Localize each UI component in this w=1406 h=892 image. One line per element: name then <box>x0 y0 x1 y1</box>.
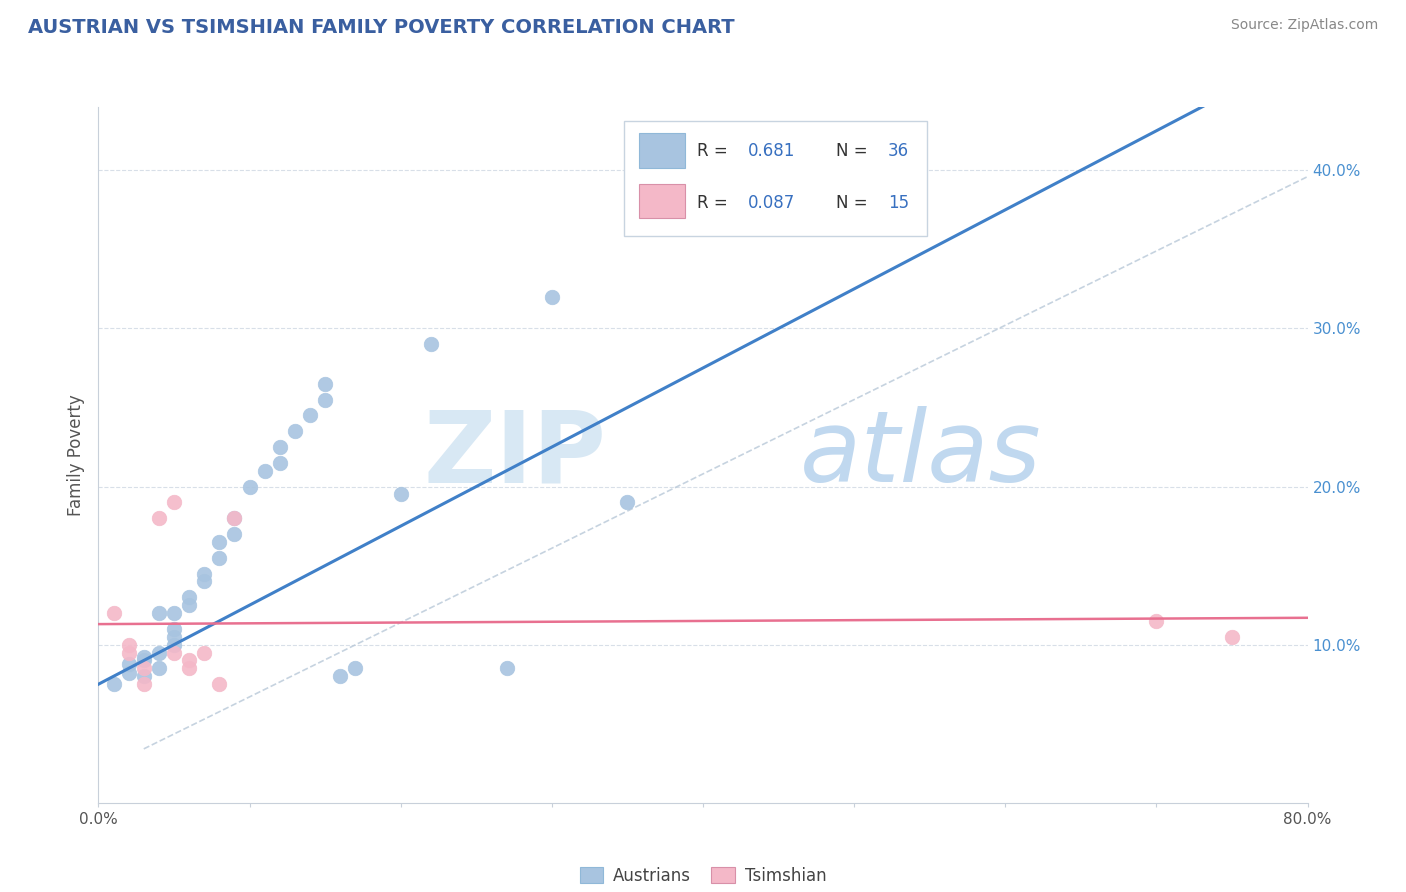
Point <box>103 606 125 620</box>
Text: Source: ZipAtlas.com: Source: ZipAtlas.com <box>1230 18 1378 32</box>
Text: 0.681: 0.681 <box>748 142 796 160</box>
Point <box>269 440 291 454</box>
Point <box>148 606 170 620</box>
FancyBboxPatch shape <box>624 121 927 235</box>
Point <box>540 290 562 304</box>
Text: ZIP: ZIP <box>423 407 606 503</box>
Point <box>163 622 186 636</box>
Point <box>284 424 307 438</box>
Point <box>1144 614 1167 628</box>
Point <box>224 511 246 525</box>
Text: 0.087: 0.087 <box>748 194 794 212</box>
Point <box>179 598 201 612</box>
Point <box>132 653 155 667</box>
Point <box>239 479 262 493</box>
Point <box>314 392 336 407</box>
Point <box>253 464 276 478</box>
Point <box>132 677 155 691</box>
Point <box>329 669 352 683</box>
Point <box>163 646 186 660</box>
Text: R =: R = <box>697 194 733 212</box>
Point <box>193 646 215 660</box>
Point <box>163 606 186 620</box>
Text: R =: R = <box>697 142 733 160</box>
Point <box>148 511 170 525</box>
Point <box>132 669 155 683</box>
Legend: Austrians, Tsimshian: Austrians, Tsimshian <box>579 867 827 885</box>
Point <box>420 337 443 351</box>
Point <box>179 591 201 605</box>
Point <box>193 574 215 589</box>
Point <box>495 661 517 675</box>
Y-axis label: Family Poverty: Family Poverty <box>67 394 86 516</box>
Point <box>163 630 186 644</box>
Text: AUSTRIAN VS TSIMSHIAN FAMILY POVERTY CORRELATION CHART: AUSTRIAN VS TSIMSHIAN FAMILY POVERTY COR… <box>28 18 735 37</box>
Point <box>314 376 336 391</box>
Point <box>118 666 141 681</box>
Point <box>179 653 201 667</box>
FancyBboxPatch shape <box>638 134 685 169</box>
Text: 15: 15 <box>889 194 910 212</box>
Point <box>193 566 215 581</box>
Point <box>118 638 141 652</box>
Point <box>103 677 125 691</box>
Point <box>208 550 231 565</box>
Point <box>224 511 246 525</box>
Point <box>148 661 170 675</box>
Point <box>344 661 367 675</box>
Point <box>179 661 201 675</box>
Point <box>132 661 155 675</box>
Point <box>118 657 141 671</box>
Point <box>389 487 412 501</box>
Text: N =: N = <box>837 142 873 160</box>
Point <box>132 650 155 665</box>
Point <box>163 638 186 652</box>
Point <box>299 409 322 423</box>
Point <box>208 534 231 549</box>
Point <box>208 677 231 691</box>
Text: atlas: atlas <box>800 407 1042 503</box>
Text: 36: 36 <box>889 142 910 160</box>
Point <box>269 456 291 470</box>
Point <box>616 495 638 509</box>
Point <box>224 527 246 541</box>
Text: N =: N = <box>837 194 873 212</box>
Point <box>118 646 141 660</box>
Point <box>1220 630 1243 644</box>
FancyBboxPatch shape <box>638 184 685 219</box>
Point <box>163 495 186 509</box>
Point <box>148 646 170 660</box>
